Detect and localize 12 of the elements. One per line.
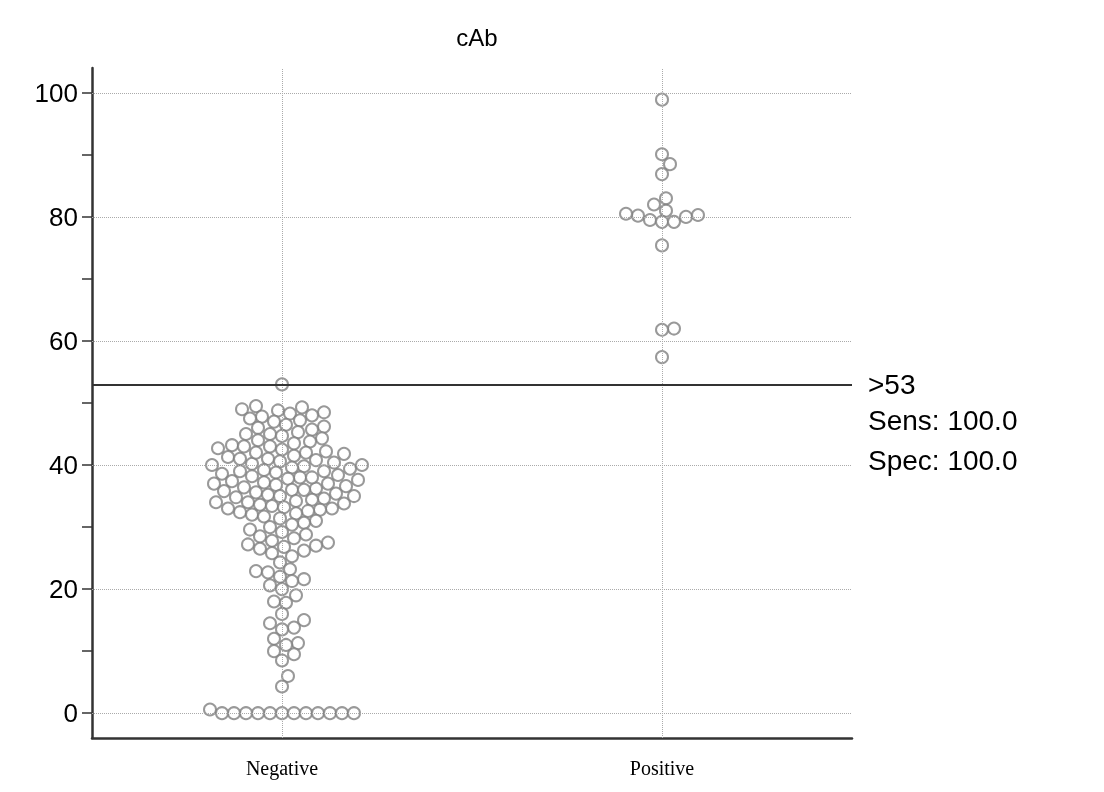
y-tick-label: 40 [49, 450, 78, 481]
ref-line-label: >53 [868, 368, 916, 400]
y-tick-label: 20 [49, 574, 78, 605]
text: Spec: 100.0 [868, 444, 1018, 476]
y-tick-label: 0 [63, 698, 78, 729]
y-tick-label: 60 [49, 325, 78, 356]
y-tick-label: 100 [34, 77, 78, 108]
text: Sens: 100.0 [868, 404, 1018, 436]
chart-title: cAb [456, 23, 498, 51]
x-tick-label: Negative [245, 757, 319, 780]
x-tick-label: Positive [629, 757, 695, 779]
y-tick-label: 80 [49, 201, 78, 232]
